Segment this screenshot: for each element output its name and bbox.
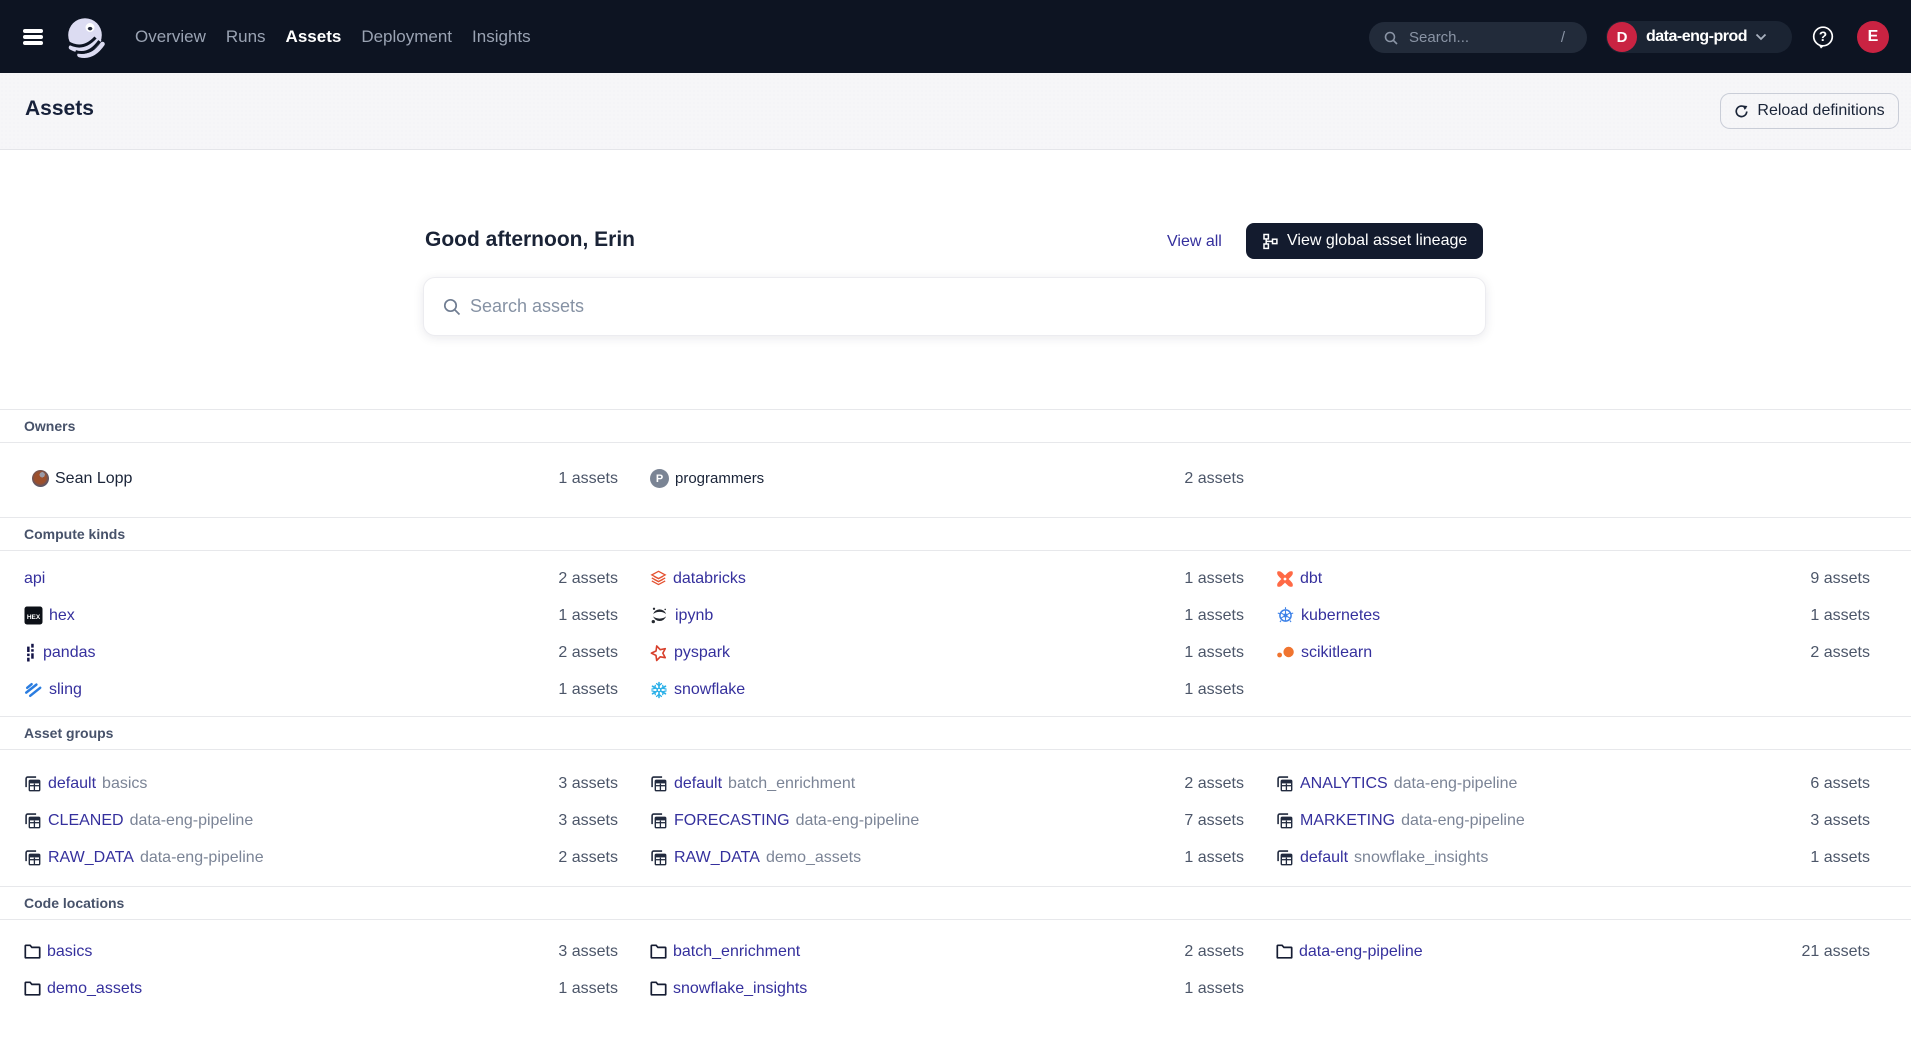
svg-text:HEX: HEX	[27, 614, 41, 621]
svg-text:?: ?	[1819, 29, 1827, 44]
